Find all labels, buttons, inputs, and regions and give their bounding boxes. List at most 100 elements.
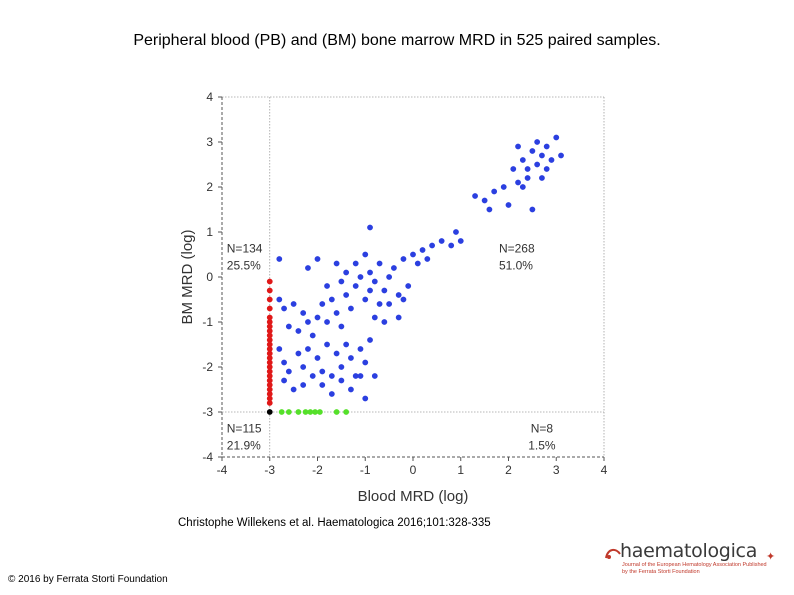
y-tick-label: -2 xyxy=(202,360,213,374)
quadrant-n-label: N=115 xyxy=(227,421,262,435)
data-point-red xyxy=(266,400,273,406)
data-point-blue xyxy=(285,368,292,375)
data-point-blue xyxy=(529,206,536,213)
x-tick-label: 4 xyxy=(601,463,608,477)
data-point-red xyxy=(266,278,273,285)
data-point-blue xyxy=(472,193,478,199)
data-point-blue xyxy=(524,175,531,181)
data-point-blue xyxy=(300,364,307,370)
data-point-blue xyxy=(324,341,330,348)
x-tick-label: 1 xyxy=(457,463,464,477)
y-tick-label: 1 xyxy=(206,225,213,239)
quadrant-pct-label: 51.0% xyxy=(499,258,533,272)
data-point-blue xyxy=(328,391,335,397)
data-point-red xyxy=(266,395,273,402)
data-point-blue xyxy=(553,134,560,141)
data-point-blue xyxy=(395,314,402,321)
data-point-blue xyxy=(381,287,388,294)
data-point-blue xyxy=(300,310,307,316)
data-point-blue xyxy=(295,328,302,334)
data-point-blue xyxy=(338,278,345,285)
data-point-blue xyxy=(276,346,283,352)
data-point-blue xyxy=(395,292,402,298)
x-tick-label: 0 xyxy=(410,463,417,477)
data-point-blue xyxy=(371,314,378,321)
data-point-blue xyxy=(338,377,345,384)
logo-subtitle: Journal of the European Hematology Assoc… xyxy=(622,562,767,575)
data-point-blue xyxy=(300,382,307,388)
data-point-blue xyxy=(343,269,350,276)
data-point-red xyxy=(266,377,273,384)
data-point-blue xyxy=(534,139,541,145)
quadrant-pct-label: 1.5% xyxy=(528,438,556,452)
data-point-green xyxy=(343,409,350,415)
quadrant-n-label: N=268 xyxy=(499,241,535,255)
data-point-blue xyxy=(357,373,364,379)
data-point-blue xyxy=(314,355,321,361)
data-point-red xyxy=(266,359,273,366)
data-point-blue xyxy=(486,206,493,213)
y-tick-label: 2 xyxy=(206,180,213,194)
quadrant-pct-label: 25.5% xyxy=(227,258,261,272)
data-point-blue xyxy=(348,355,354,361)
data-point-blue xyxy=(309,373,316,379)
quadrant-n-label: N=134 xyxy=(227,241,263,255)
data-point-blue xyxy=(276,256,283,262)
y-axis-label: BM MRD (log) xyxy=(179,229,196,324)
data-point-blue xyxy=(429,242,435,249)
data-point-blue xyxy=(400,296,407,303)
data-point-blue xyxy=(281,377,287,384)
y-tick-label: 4 xyxy=(206,90,213,104)
data-point-blue xyxy=(328,373,335,379)
data-point-green xyxy=(295,409,302,415)
data-point-blue xyxy=(305,346,311,352)
data-point-blue xyxy=(505,202,512,208)
data-point-blue xyxy=(524,166,531,172)
data-point-blue xyxy=(367,224,373,231)
data-point-blue xyxy=(352,260,359,267)
data-point-blue xyxy=(281,305,287,312)
citation: Christophe Willekens et al. Haematologic… xyxy=(178,517,491,529)
data-point-blue xyxy=(481,197,488,204)
data-point-red xyxy=(266,364,273,370)
quadrant-n-label: N=8 xyxy=(531,421,554,435)
data-point-blue xyxy=(376,260,383,267)
data-point-blue xyxy=(295,350,302,357)
data-point-red xyxy=(266,355,273,361)
data-point-green xyxy=(333,409,340,415)
data-point-red xyxy=(266,382,273,388)
copyright: © 2016 by Ferrata Storti Foundation xyxy=(8,574,168,585)
data-point-blue xyxy=(367,287,373,294)
data-point-red xyxy=(266,391,273,397)
data-point-blue xyxy=(367,337,373,343)
data-point-blue xyxy=(357,346,364,352)
data-point-blue xyxy=(457,238,464,244)
x-axis-label: Blood MRD (log) xyxy=(358,488,469,505)
data-point-blue xyxy=(419,247,426,253)
x-tick-label: -1 xyxy=(360,463,371,477)
data-point-blue xyxy=(539,175,545,181)
x-tick-label: -3 xyxy=(264,463,275,477)
y-tick-label: -3 xyxy=(202,405,213,419)
data-point-blue xyxy=(281,359,287,366)
data-point-red xyxy=(266,305,273,312)
quadrant-pct-label: 21.9% xyxy=(227,438,261,452)
data-point-red xyxy=(266,350,273,357)
chart-title: Peripheral blood (PB) and (BM) bone marr… xyxy=(133,32,661,49)
data-point-blue xyxy=(376,301,383,307)
data-point-red xyxy=(266,323,273,330)
data-point-blue xyxy=(529,148,536,154)
data-point-blue xyxy=(348,305,354,312)
data-point-blue xyxy=(333,260,340,267)
y-tick-label: 3 xyxy=(206,135,213,149)
y-tick-label: -1 xyxy=(202,315,213,329)
data-point-blue xyxy=(338,323,345,330)
data-point-blue xyxy=(448,242,455,249)
data-point-red xyxy=(266,287,273,294)
data-point-blue xyxy=(548,157,555,163)
data-point-blue xyxy=(367,269,373,276)
data-point-blue xyxy=(405,283,412,289)
data-point-blue xyxy=(319,301,326,307)
data-point-blue xyxy=(386,301,393,307)
data-point-blue xyxy=(290,386,297,393)
